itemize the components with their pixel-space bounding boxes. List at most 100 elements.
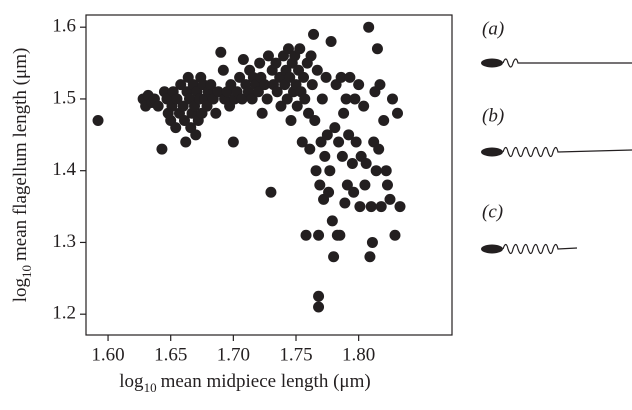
data-point	[294, 43, 306, 55]
x-label-sub: 10	[144, 380, 157, 395]
data-point	[324, 165, 336, 177]
y-label-text: mean flagellum length (μm)	[10, 48, 31, 261]
x-tick-label: 1.60	[91, 344, 124, 365]
data-point	[313, 301, 325, 313]
data-point	[300, 229, 312, 241]
data-point	[375, 201, 387, 213]
data-point	[394, 201, 406, 213]
data-point	[343, 129, 355, 141]
data-point	[285, 114, 297, 126]
data-point	[340, 93, 352, 105]
data-point	[201, 100, 213, 112]
y-tick-label: 1.5	[52, 87, 76, 108]
data-point	[333, 136, 345, 148]
x-tick-label: 1.80	[342, 344, 375, 365]
data-point	[190, 129, 202, 141]
data-point	[336, 150, 348, 162]
data-point	[291, 100, 303, 112]
data-point	[371, 43, 383, 55]
data-point	[364, 251, 376, 263]
data-point	[353, 79, 365, 91]
flagellum	[502, 243, 578, 255]
data-point	[156, 143, 168, 155]
x-label-text: mean midpiece length (μm)	[161, 371, 371, 392]
flagellum	[502, 146, 632, 158]
data-point	[338, 107, 350, 119]
data-point	[261, 93, 273, 105]
data-point	[234, 71, 246, 83]
data-point	[92, 114, 104, 126]
data-point	[225, 79, 237, 91]
data-point	[175, 79, 187, 91]
data-point	[152, 100, 164, 112]
data-point	[326, 215, 338, 227]
data-point	[310, 165, 322, 177]
data-point	[314, 179, 326, 191]
plot-frame	[85, 14, 453, 336]
y-label-sub: 10	[19, 265, 34, 278]
data-point	[360, 158, 372, 170]
y-tick-label: 1.6	[52, 16, 76, 37]
data-point	[328, 251, 340, 263]
data-point	[281, 93, 293, 105]
data-point	[319, 150, 331, 162]
data-point	[335, 71, 347, 83]
data-point	[171, 93, 183, 105]
sperm-head	[481, 58, 503, 68]
data-point	[309, 114, 321, 126]
data-point	[384, 193, 396, 205]
data-point	[313, 290, 325, 302]
data-point	[299, 93, 311, 105]
data-point	[389, 229, 401, 241]
data-point	[349, 93, 361, 105]
data-point	[308, 28, 320, 40]
data-point	[215, 46, 227, 58]
data-point	[227, 136, 239, 148]
data-point	[271, 86, 283, 98]
data-point	[237, 53, 249, 65]
data-point	[256, 107, 268, 119]
data-point	[254, 57, 266, 69]
data-point	[354, 201, 366, 213]
data-point	[282, 43, 294, 55]
flagellum	[502, 58, 632, 68]
sperm-head	[481, 147, 503, 157]
data-point	[217, 64, 229, 76]
data-point	[373, 143, 385, 155]
data-point	[341, 179, 353, 191]
data-point	[334, 229, 346, 241]
panel-label: (c)	[482, 201, 503, 222]
data-point	[298, 71, 310, 83]
data-point	[363, 21, 375, 33]
data-point	[303, 107, 315, 119]
data-point	[180, 136, 192, 148]
x-label-log: log	[119, 371, 144, 392]
data-point	[329, 122, 341, 134]
data-point	[246, 93, 258, 105]
y-label-log: log	[10, 278, 31, 303]
data-point	[366, 236, 378, 248]
data-point	[304, 143, 316, 155]
data-point	[205, 79, 217, 91]
data-point	[346, 158, 358, 170]
data-point	[344, 71, 356, 83]
data-point	[306, 79, 318, 91]
data-point	[315, 136, 327, 148]
data-point	[323, 186, 335, 198]
x-axis-label: log10 mean midpiece length (μm)	[119, 371, 370, 395]
data-point	[311, 64, 323, 76]
data-point	[380, 165, 392, 177]
data-point	[313, 229, 325, 241]
data-point	[259, 79, 271, 91]
data-point	[320, 71, 332, 83]
data-point	[348, 186, 360, 198]
data-point	[252, 86, 264, 98]
data-point	[391, 107, 403, 119]
data-point	[178, 114, 190, 126]
data-point	[365, 201, 377, 213]
data-point	[321, 129, 333, 141]
x-tick-label: 1.70	[217, 344, 250, 365]
x-tick-label: 1.75	[279, 344, 312, 365]
data-point	[270, 57, 282, 69]
